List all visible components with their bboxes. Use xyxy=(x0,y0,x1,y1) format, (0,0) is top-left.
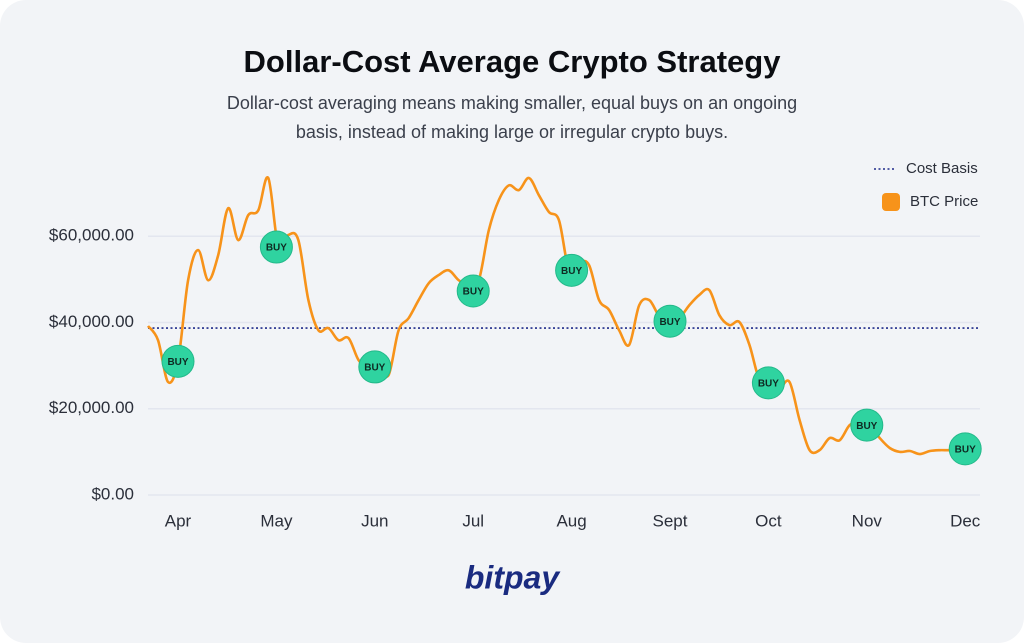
x-tick-label: Nov xyxy=(852,511,883,530)
buy-marker xyxy=(259,230,293,264)
x-tick-label: May xyxy=(260,511,293,530)
buy-label: BUY xyxy=(364,363,385,374)
x-tick-label: Dec xyxy=(950,511,981,530)
buy-marker xyxy=(358,350,392,384)
buy-marker xyxy=(850,408,884,442)
y-tick-label: $60,000.00 xyxy=(49,226,134,245)
legend-swatch xyxy=(882,193,900,211)
y-tick-label: $20,000.00 xyxy=(49,398,134,417)
buy-marker xyxy=(653,304,687,338)
buy-label: BUY xyxy=(561,266,582,277)
legend-label: Cost Basis xyxy=(906,160,978,177)
buy-label: BUY xyxy=(758,379,779,390)
y-tick-label: $0.00 xyxy=(91,484,134,503)
buy-label: BUY xyxy=(856,421,877,432)
chart-subtitle: Dollar-cost averaging means making small… xyxy=(227,93,797,113)
buy-label: BUY xyxy=(955,444,976,455)
buy-label: BUY xyxy=(463,287,484,298)
chart-subtitle: basis, instead of making large or irregu… xyxy=(296,122,728,142)
x-tick-label: Sept xyxy=(653,511,688,530)
brand-logo: bitpay xyxy=(465,559,561,595)
x-tick-label: Oct xyxy=(755,511,782,530)
x-tick-label: Jun xyxy=(361,511,388,530)
buy-label: BUY xyxy=(167,357,188,368)
buy-label: BUY xyxy=(659,317,680,328)
buy-marker xyxy=(948,432,982,466)
legend-label: BTC Price xyxy=(910,193,978,210)
y-tick-label: $40,000.00 xyxy=(49,312,134,331)
buy-marker xyxy=(161,344,195,378)
x-tick-label: Apr xyxy=(165,511,192,530)
buy-marker xyxy=(555,253,589,287)
buy-marker xyxy=(751,366,785,400)
chart-title: Dollar-Cost Average Crypto Strategy xyxy=(244,44,782,79)
x-tick-label: Aug xyxy=(556,511,586,530)
buy-label: BUY xyxy=(266,243,287,254)
buy-marker xyxy=(456,274,490,308)
x-tick-label: Jul xyxy=(462,511,484,530)
